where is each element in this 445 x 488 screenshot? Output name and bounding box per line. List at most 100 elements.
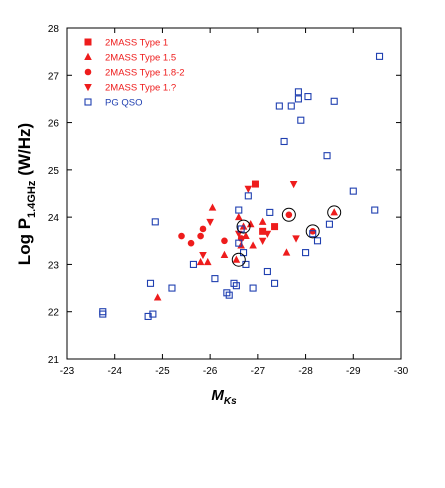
- data-point: [246, 220, 255, 228]
- data-point: [375, 52, 384, 60]
- y-tick-label: 26: [48, 119, 60, 130]
- highlight-ring: [327, 205, 342, 220]
- x-tick-label: -30: [394, 366, 409, 377]
- y-tick-label: 28: [48, 24, 60, 35]
- data-point: [371, 206, 379, 214]
- data-point: [225, 291, 233, 299]
- highlight-ring: [231, 252, 246, 267]
- data-point: [259, 227, 267, 235]
- y-axis-label: Log P1.4GHz(W/Hz): [15, 123, 38, 265]
- data-point: [206, 218, 214, 227]
- data-point: [249, 284, 257, 292]
- data-point: [149, 310, 157, 318]
- data-point: [258, 237, 267, 245]
- data-point: [258, 217, 267, 225]
- data-point: [146, 279, 155, 287]
- data-point: [325, 220, 333, 228]
- data-point: [275, 102, 283, 110]
- data-point: [144, 312, 152, 320]
- data-point: [292, 235, 300, 243]
- data-point: [285, 211, 293, 219]
- legend-label: 2MASS Type 1.5: [105, 53, 176, 64]
- x-tick-label: -25: [155, 366, 170, 377]
- legend-marker: [84, 52, 92, 60]
- data-point: [230, 279, 238, 287]
- legend-marker: [84, 98, 92, 106]
- y-tick-label: 25: [48, 166, 60, 177]
- y-tick-label: 22: [48, 308, 60, 319]
- data-point: [302, 249, 310, 257]
- data-point: [151, 218, 159, 226]
- data-point: [99, 308, 107, 316]
- legend-marker: [84, 84, 92, 92]
- legend-label: PG QSO: [105, 98, 142, 109]
- y-tick-label: 21: [48, 355, 60, 366]
- data-point: [235, 206, 243, 214]
- data-point: [249, 241, 257, 249]
- x-axis-label-subscript: Ks: [224, 396, 237, 407]
- legend-label: 2MASS Type 1.8-2: [105, 68, 185, 79]
- legend-label: 2MASS Type 1: [105, 38, 168, 49]
- data-point: [287, 102, 295, 110]
- data-point: [237, 241, 245, 249]
- data-point: [244, 192, 252, 200]
- y-axis-label-unit: (W/Hz): [15, 123, 34, 176]
- data-point: [232, 255, 241, 263]
- highlight-ring: [281, 207, 296, 222]
- data-point: [289, 181, 298, 189]
- data-point: [235, 239, 243, 247]
- x-tick-label: -29: [346, 366, 361, 377]
- data-point: [294, 88, 302, 96]
- data-point: [271, 279, 279, 287]
- data-point: [220, 250, 229, 258]
- data-point: [349, 187, 357, 195]
- y-tick-label: 23: [48, 260, 60, 271]
- data-point: [208, 203, 217, 211]
- x-tick-label: -23: [60, 366, 75, 377]
- axis-ticks: -23 -24 -25 -26 -27 -28 -29 -30 21 22 23 24 25 26 27 28: [48, 24, 409, 377]
- data-point: [330, 208, 338, 216]
- y-axis-label-subscript: 1.4GHz: [26, 180, 38, 218]
- data-point: [294, 95, 302, 103]
- data-point: [99, 310, 107, 318]
- data-point: [197, 232, 204, 240]
- data-point: [266, 208, 274, 216]
- data-point: [263, 267, 271, 276]
- y-tick-label: 24: [48, 213, 60, 224]
- data-point: [330, 97, 338, 105]
- legend: 2MASS Type 1 2MASS Type 1.5 2MASS Type 1.8…: [84, 38, 185, 109]
- x-tick-label: -28: [298, 366, 313, 377]
- highlight-ring: [236, 219, 251, 234]
- data-point: [199, 251, 207, 260]
- data-marks: [99, 52, 384, 320]
- data-point: [234, 212, 243, 221]
- x-tick-label: -27: [251, 366, 266, 377]
- x-tick-label: -24: [107, 366, 122, 377]
- data-point: [280, 137, 288, 146]
- data-point: [178, 232, 185, 240]
- data-point: [244, 185, 253, 193]
- data-point: [189, 260, 197, 268]
- data-point: [297, 116, 305, 124]
- data-point: [309, 230, 317, 238]
- legend-marker: [84, 38, 92, 46]
- data-point: [237, 225, 245, 233]
- legend-label: 2MASS Type 1.?: [105, 83, 176, 94]
- data-point: [271, 223, 279, 231]
- data-point: [232, 282, 240, 290]
- data-point: [282, 248, 291, 256]
- data-point: [168, 284, 176, 292]
- data-point: [323, 152, 331, 160]
- data-point: [309, 228, 317, 235]
- y-tick-label: 27: [48, 71, 60, 82]
- data-point: [223, 289, 231, 297]
- data-point: [313, 237, 322, 245]
- data-point: [304, 93, 312, 101]
- data-point: [211, 275, 219, 283]
- data-point: [199, 225, 207, 233]
- data-point: [153, 293, 162, 301]
- data-point: [196, 257, 205, 266]
- data-point: [251, 180, 259, 188]
- legend-marker: [84, 68, 92, 76]
